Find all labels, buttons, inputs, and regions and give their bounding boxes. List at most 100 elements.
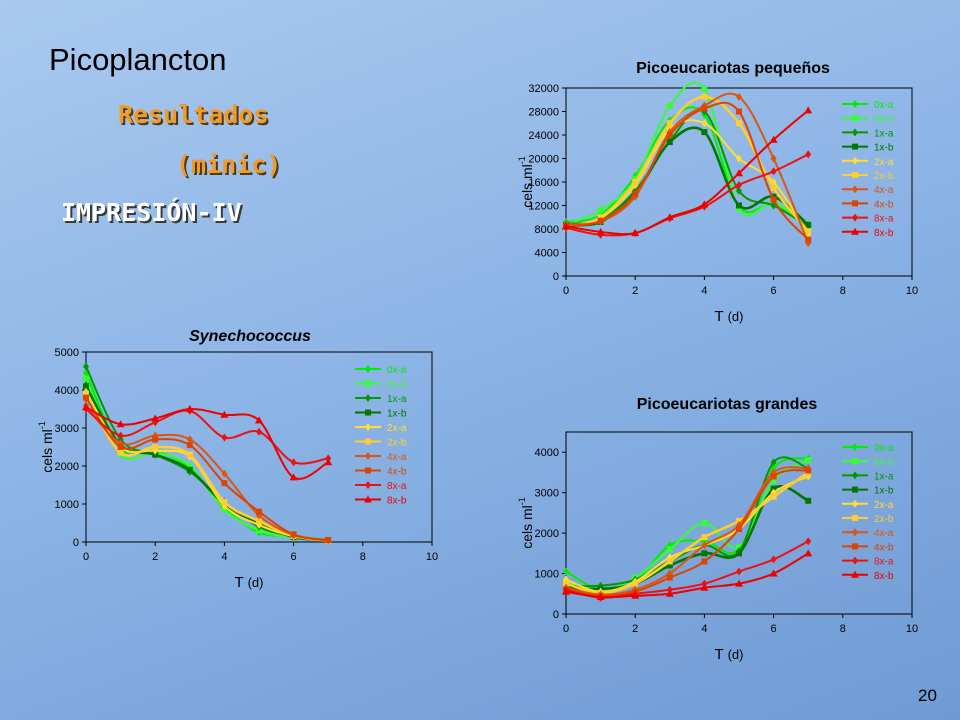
y-tick-label: 2000 [535, 528, 559, 540]
data-point [563, 567, 569, 576]
data-point [83, 375, 89, 382]
y-axis-label-main: cels ml [519, 505, 535, 549]
legend-marker [852, 499, 858, 508]
legend-marker [852, 443, 858, 451]
data-point [769, 135, 778, 143]
y-tick-label: 12000 [528, 201, 559, 213]
legend-label: 8x-a [874, 557, 894, 568]
data-point [770, 184, 777, 191]
y-tick-label: 0 [73, 537, 79, 549]
data-point [770, 493, 777, 500]
data-point [701, 129, 708, 136]
data-point [701, 558, 708, 565]
series-line-4x-b [565, 469, 809, 597]
legend-marker [852, 128, 858, 137]
y-tick-label: 20000 [528, 154, 559, 166]
legend-marker [365, 481, 371, 489]
x-tick-label: 10 [906, 285, 918, 297]
x-tick-label: 0 [563, 285, 569, 297]
data-point [597, 207, 604, 214]
legend-label: 2x-a [874, 500, 894, 511]
legend-label: 2x-a [387, 423, 407, 434]
plot-frame [565, 431, 913, 615]
data-point [632, 190, 639, 197]
data-point [701, 119, 708, 128]
legend-marker [852, 213, 858, 222]
data-point [701, 105, 708, 112]
y-tick-label: 28000 [528, 107, 559, 119]
legend-marker [364, 495, 372, 503]
data-point [770, 473, 777, 480]
legend-label: 0x-b [874, 457, 894, 468]
legend-label: 4x-b [387, 467, 407, 478]
legend-label: 4x-a [874, 185, 894, 196]
chart-title: Picoeucariotas grandes [637, 396, 818, 413]
data-point [631, 591, 640, 599]
y-tick-label: 3000 [55, 423, 79, 435]
data-point [666, 139, 673, 146]
series-line-2x-b [565, 95, 810, 233]
data-point [736, 550, 742, 557]
series-line-8x-b [85, 406, 329, 480]
legend-marker [852, 556, 858, 565]
legend-marker [851, 227, 859, 235]
chart-title: Synechococcus [189, 328, 311, 345]
y-axis-label-main: cels ml [519, 164, 535, 208]
series-line-0x-b [565, 81, 809, 227]
legend-marker [365, 365, 371, 373]
legend-label: 4x-a [387, 452, 407, 463]
data-point [666, 562, 673, 569]
data-point [736, 92, 742, 101]
x-tick-label: 10 [906, 623, 918, 635]
data-point [665, 589, 674, 597]
subtitle-minic: (minic) [176, 150, 282, 179]
y-tick-label: 4000 [535, 447, 559, 459]
legend-label: 2x-b [387, 438, 407, 449]
y-tick-label: 5000 [55, 347, 79, 359]
data-point [289, 473, 298, 481]
x-tick-label: 8 [360, 551, 366, 563]
y-axis-label-main: cels ml [39, 429, 55, 473]
data-point [805, 537, 812, 546]
data-point [770, 555, 777, 564]
x-tick-label: 2 [632, 623, 638, 635]
data-point [736, 544, 742, 551]
data-point [769, 569, 778, 577]
legend-marker [852, 458, 858, 465]
data-point [83, 394, 89, 401]
data-point [770, 458, 777, 467]
data-point [805, 221, 812, 228]
data-point [117, 444, 124, 450]
legend-marker [852, 200, 858, 207]
legend-marker [852, 486, 858, 493]
x-axis-label: T (d) [715, 646, 744, 663]
data-point [83, 362, 89, 371]
data-point [770, 477, 777, 484]
y-tick-label: 24000 [528, 130, 559, 142]
legend-marker [852, 100, 858, 108]
data-point [735, 579, 743, 587]
data-point [701, 520, 708, 526]
data-point [666, 120, 673, 127]
data-point [256, 427, 262, 436]
legend-label: 2x-b [874, 514, 894, 525]
series-line-0x-b [565, 459, 809, 592]
legend-label: 8x-b [387, 496, 407, 507]
data-point [701, 93, 708, 100]
data-point [805, 467, 812, 474]
subtitle-resultados: Resultados [118, 100, 269, 129]
data-point [736, 154, 742, 163]
series-line-4x-a [565, 466, 809, 596]
data-point [596, 593, 605, 601]
data-point [186, 442, 193, 449]
data-point [666, 546, 673, 553]
data-point [666, 102, 673, 109]
data-point [805, 236, 812, 243]
plot-frame [85, 351, 433, 543]
y-tick-label: 4000 [535, 248, 559, 260]
data-point [562, 587, 570, 595]
data-point [117, 449, 124, 456]
x-tick-label: 4 [221, 551, 227, 563]
